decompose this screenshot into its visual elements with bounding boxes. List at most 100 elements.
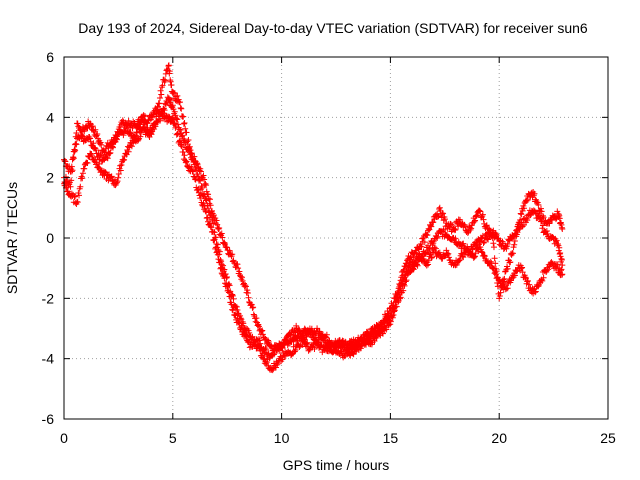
data-point-fill [293, 322, 300, 329]
data-point-fill [554, 261, 561, 268]
data-point-fill [77, 126, 84, 133]
data-point-fill [504, 285, 511, 292]
data-point-fill [436, 204, 443, 211]
data-point-fill [460, 240, 467, 247]
data-point-fill [74, 199, 81, 206]
data-point-fill [419, 253, 426, 260]
data-point-fill [387, 318, 394, 325]
data-point-fill [162, 112, 169, 119]
data-point-fill [216, 224, 223, 231]
data-point-fill [524, 278, 531, 285]
data-point-fill [219, 234, 226, 241]
data-point [496, 238, 503, 245]
data-point-fill [452, 235, 459, 242]
y-tick-label: 6 [46, 49, 54, 65]
data-point-fill [170, 106, 177, 113]
data-point-fill [199, 184, 206, 191]
data-point-fill [434, 213, 441, 220]
data-point-fill [342, 338, 349, 345]
data-point-fill [395, 289, 402, 296]
data-point-fill [549, 217, 556, 224]
data-point-fill [151, 126, 158, 133]
data-point-fill [141, 119, 148, 126]
data-point-fill [519, 223, 526, 230]
data-point-fill [240, 328, 247, 335]
data-point-fill [539, 225, 546, 232]
data-point-fill [117, 162, 124, 169]
data-point [535, 283, 542, 290]
data-point-fill [175, 96, 182, 103]
data-point-fill [279, 344, 286, 351]
data-point-fill [125, 117, 132, 124]
data-point [457, 216, 464, 223]
data-point-fill [402, 278, 409, 285]
data-point-fill [121, 156, 128, 163]
data-point-fill [295, 325, 302, 332]
data-point-fill [357, 343, 364, 350]
data-point-fill [171, 120, 178, 127]
data-point-fill [291, 348, 298, 355]
data-point-fill [538, 208, 545, 215]
data-point-fill [503, 266, 510, 273]
data-point-fill [523, 197, 530, 204]
data-point-fill [204, 214, 211, 221]
data-point-fill [308, 325, 315, 332]
data-point-fill [390, 311, 397, 318]
data-point-fill [445, 254, 452, 261]
data-point-fill [425, 261, 432, 268]
data-point-fill [207, 220, 214, 227]
data-point-fill [543, 228, 550, 235]
data-point-fill [92, 156, 99, 163]
data-point [254, 322, 261, 329]
data-point-fill [252, 318, 259, 325]
data-point-fill [234, 315, 241, 322]
data-point-fill [193, 167, 200, 174]
data-point [202, 207, 209, 214]
data-point-fill [472, 213, 479, 220]
data-point-fill [140, 112, 147, 119]
data-point-fill [396, 282, 403, 289]
data-point-fill [511, 272, 518, 279]
data-point-fill [296, 327, 303, 334]
data-point-fill [400, 281, 407, 288]
data-point-fill [446, 224, 453, 231]
data-point-fill [413, 261, 420, 268]
data-point-fill [197, 168, 204, 175]
data-point-fill [72, 147, 79, 154]
x-tick-label: 5 [169, 430, 177, 446]
data-point-fill [471, 253, 478, 260]
data-point-fill [149, 111, 156, 118]
data-point-fill [519, 264, 526, 271]
data-point-fill [500, 278, 507, 285]
data-point-fill [239, 277, 246, 284]
data-point-fill [480, 239, 487, 246]
data-point-fill [183, 158, 190, 165]
data-point-fill [203, 182, 210, 189]
data-point-fill [98, 152, 105, 159]
data-point-fill [493, 232, 500, 239]
data-point-fill [214, 221, 221, 228]
data-point-fill [127, 129, 134, 136]
data-point-fill [447, 221, 454, 228]
data-point-fill [396, 295, 403, 302]
data-point-fill [137, 133, 144, 140]
data-point-fill [109, 144, 116, 151]
data-point-fill [155, 103, 162, 110]
data-point-fill [540, 214, 547, 221]
data-point-fill [507, 259, 514, 266]
data-point-fill [190, 158, 197, 165]
data-point-fill [242, 282, 249, 289]
data-point-fill [108, 174, 115, 181]
data-point-fill [504, 240, 511, 247]
data-point-fill [117, 167, 124, 174]
data-point-fill [532, 288, 539, 295]
data-point-fill [518, 211, 525, 218]
data-point-fill [171, 90, 178, 97]
data-point-fill [385, 321, 392, 328]
data-point-fill [77, 183, 84, 190]
grid-layer [64, 57, 608, 419]
data-point-fill [180, 135, 187, 142]
data-point-fill [349, 350, 356, 357]
data-point-fill [180, 148, 187, 155]
data-point-fill [156, 100, 163, 107]
